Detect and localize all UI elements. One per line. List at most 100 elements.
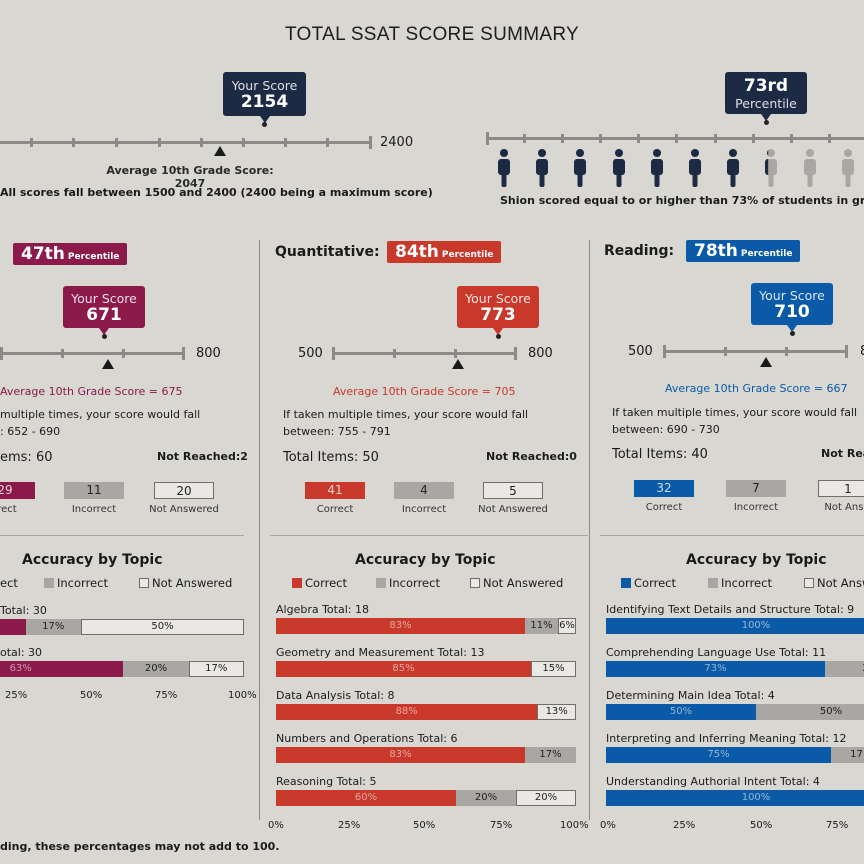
total-score-scale bbox=[0, 136, 372, 149]
section-divider bbox=[270, 535, 588, 536]
legend-swatch-incorrect bbox=[44, 578, 54, 588]
correct-count: 32 bbox=[634, 480, 694, 497]
your-score-label: Your Score bbox=[71, 291, 137, 306]
legend-correct: Correct bbox=[292, 576, 347, 590]
bar-segment-correct: 73% bbox=[606, 661, 825, 677]
axis-tick-label: 0% bbox=[600, 820, 616, 831]
incorrect-count: 4 bbox=[394, 482, 454, 499]
average-marker-icon bbox=[452, 359, 465, 369]
section-divider bbox=[0, 535, 244, 536]
scale-max-label: 8 bbox=[860, 344, 864, 359]
scale-tick bbox=[675, 134, 678, 143]
legend-label: Incorrect bbox=[57, 576, 108, 590]
callout-pointer bbox=[493, 328, 503, 335]
footnote: ding, these percentages may not add to 1… bbox=[0, 840, 280, 853]
axis-tick-label: 50% bbox=[80, 690, 103, 701]
person-icon bbox=[573, 148, 587, 188]
percentile-marker-dot bbox=[763, 120, 769, 125]
scale-max-label: 800 bbox=[196, 346, 221, 361]
topic-label: Understanding Authorial Intent Total: 4 bbox=[606, 775, 820, 788]
bar-segment-not-answered: 20% bbox=[516, 790, 576, 806]
scale-tick bbox=[752, 134, 755, 143]
section-name: Reading: bbox=[604, 243, 675, 259]
topic-label: Algebra Total: 18 bbox=[276, 603, 369, 616]
average-score-text: Average 10th Grade Score = 705 bbox=[333, 385, 516, 398]
scale-tick bbox=[637, 134, 640, 143]
scale-end-tick bbox=[663, 345, 666, 358]
percentile-badge: 47th Percentile bbox=[13, 243, 128, 265]
bar-segment-incorrect: 17% bbox=[25, 619, 81, 635]
topic-bar: 83% 11% 6% bbox=[276, 618, 576, 634]
not-answered-count: 20 bbox=[154, 482, 214, 499]
total-range-note: All scores fall between 1500 and 2400 (2… bbox=[0, 186, 433, 199]
legend-correct: Correct bbox=[621, 576, 676, 590]
your-score-callout: Your Score 671 bbox=[63, 286, 145, 339]
topic-label: Total: 30 bbox=[0, 604, 47, 617]
legend-not-answered: Not Answ bbox=[804, 576, 864, 590]
not-reached: Not Reached:0 bbox=[486, 450, 577, 463]
topic-bar: 100% bbox=[606, 618, 864, 634]
percentile-scale bbox=[486, 132, 864, 145]
topic-bar: 85% 15% bbox=[276, 661, 576, 677]
scale-end-tick bbox=[332, 347, 335, 360]
scale-end-tick bbox=[369, 136, 372, 149]
scale-tick bbox=[714, 134, 717, 143]
person-icon bbox=[612, 148, 626, 188]
percentile-badge: 78th Percentile bbox=[686, 240, 801, 262]
legend-swatch-not-answered bbox=[804, 578, 814, 588]
score-range-line2: between: 755 - 791 bbox=[283, 425, 391, 438]
person-icon bbox=[803, 148, 817, 188]
your-score-value: 2154 bbox=[240, 92, 289, 112]
total-average-text: Average 10th Grade Score: 2047 bbox=[106, 164, 274, 190]
legend-incorrect: Incorrect bbox=[708, 576, 772, 590]
scale-tick bbox=[115, 138, 118, 147]
bar-segment-incorrect: 50% bbox=[756, 704, 864, 720]
person-icon bbox=[841, 148, 855, 188]
percentile-word: Percentile bbox=[441, 250, 494, 260]
incorrect-label: Incorrect bbox=[71, 504, 117, 515]
axis-tick-label: 25% bbox=[338, 820, 361, 831]
topic-bar: 63% 20% 17% bbox=[0, 661, 244, 677]
your-score-callout: Your Score 710 bbox=[751, 283, 833, 336]
legend-label: Incorrect bbox=[389, 576, 440, 590]
your-score-value: 671 bbox=[86, 305, 122, 325]
topic-bar: 60% 20% 20% bbox=[276, 790, 576, 806]
topic-label: Geometry and Measurement Total: 13 bbox=[276, 646, 485, 659]
scale-tick bbox=[785, 347, 789, 356]
topic-label: Reasoning Total: 5 bbox=[276, 775, 377, 788]
not-answered-count: 1 bbox=[818, 480, 864, 497]
incorrect-label: Incorrect bbox=[733, 502, 779, 513]
your-score-label: Your Score bbox=[465, 291, 531, 306]
bar-segment-correct: 83% bbox=[276, 618, 525, 634]
topic-bar: 88% 13% bbox=[276, 704, 576, 720]
correct-label: Correct bbox=[645, 502, 683, 513]
score-range-line1: If taken multiple times, your score woul… bbox=[612, 406, 858, 419]
scale-tick bbox=[72, 138, 75, 147]
legend-label: Not Answered bbox=[152, 576, 233, 590]
total-items: Total Items: 50 bbox=[283, 450, 379, 465]
average-marker-icon bbox=[101, 359, 114, 369]
section-score-scale bbox=[663, 345, 848, 358]
accuracy-title: Accuracy by Topic bbox=[686, 552, 827, 568]
accuracy-title: Accuracy by Topic bbox=[22, 552, 163, 568]
scale-tick bbox=[158, 138, 161, 147]
your-score-callout: Your Score 2154 bbox=[223, 72, 306, 127]
average-score-text: Average 10th Grade Score = 667 bbox=[665, 382, 848, 395]
bar-segment-correct: 50% bbox=[606, 704, 756, 720]
bar-segment-not-answered: 6% bbox=[558, 618, 576, 634]
bar-segment-incorrect: 11% bbox=[525, 618, 558, 634]
bar-segment-correct: 83% bbox=[276, 747, 525, 763]
percentile-word: Percentile bbox=[67, 252, 120, 262]
legend-not-answered: Not Answered bbox=[470, 576, 563, 590]
topic-label: Interpreting and Inferring Meaning Total… bbox=[606, 732, 847, 745]
score-range-line1: If taken multiple times, your score woul… bbox=[283, 408, 529, 421]
bar-segment-correct: 85% bbox=[276, 661, 531, 677]
legend-incorrect: Incorrect bbox=[376, 576, 440, 590]
scale-tick bbox=[60, 349, 64, 358]
scale-tick bbox=[122, 349, 126, 358]
bar-segment-not-answered: 50% bbox=[80, 619, 244, 635]
incorrect-count: 7 bbox=[726, 480, 786, 497]
score-marker-dot bbox=[789, 331, 795, 336]
axis-tick-label: 50% bbox=[750, 820, 773, 831]
axis-tick-label: 75% bbox=[826, 820, 849, 831]
